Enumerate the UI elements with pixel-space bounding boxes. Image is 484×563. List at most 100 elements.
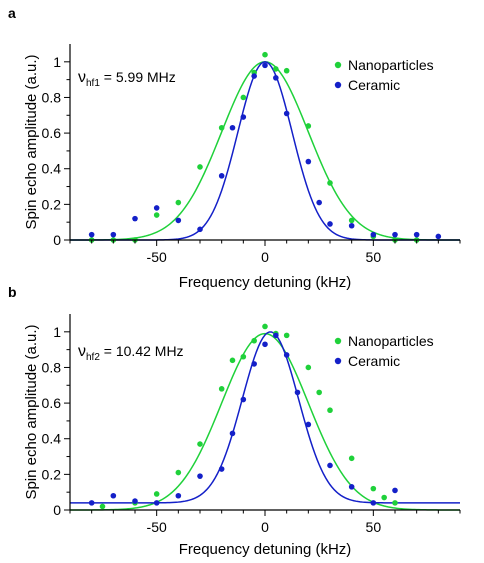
panel-b-point-nanoparticles-14 (327, 407, 333, 414)
panel-b-point-ceramic-8 (240, 396, 247, 403)
panel-b-point-ceramic-6 (218, 466, 225, 472)
panel-b-point-nanoparticles-7 (240, 353, 247, 360)
panel-b-point-ceramic-0 (88, 500, 95, 506)
panel-a-point-nanoparticles-4 (175, 199, 182, 206)
panel-b-y-tick-label-0: 0 (53, 502, 61, 518)
panel-a-point-ceramic-2 (132, 215, 138, 222)
panel-b-point-nanoparticles-5 (218, 386, 225, 392)
panel-b-legend-label-nanoparticles: Nanoparticles (348, 333, 434, 349)
panel-a-point-nanoparticles-11 (283, 67, 290, 74)
panel-b-legend-label-ceramic: Ceramic (348, 353, 400, 369)
panel-b-point-ceramic-5 (197, 473, 203, 479)
panel-b-legend-marker-ceramic (334, 357, 342, 365)
panel-a-point-ceramic-1 (110, 231, 117, 238)
panel-a-y-tick-label-1: 1 (53, 54, 61, 70)
panel-a-legend-marker-ceramic (334, 81, 342, 89)
panel-b-point-ceramic-11 (273, 332, 279, 339)
panel-a-point-ceramic-20 (435, 233, 442, 240)
panel-b-point-nanoparticles-4 (197, 441, 203, 447)
panel-a-point-ceramic-11 (273, 75, 279, 81)
panel-a-point-nanoparticles-5 (197, 164, 203, 170)
panel-b-legend-marker-nanoparticles (334, 337, 342, 345)
panel-a-x-tick-label-50: 50 (366, 249, 382, 265)
panel-a-point-nanoparticles-6 (218, 124, 225, 131)
panel-a-point-ceramic-3 (153, 205, 160, 211)
panel-a-point-nanoparticles-10 (273, 66, 279, 72)
panel-a-point-ceramic-9 (251, 73, 257, 79)
panel-b-point-nanoparticles-8 (251, 337, 257, 344)
panel-a-point-nanoparticles-13 (327, 180, 333, 186)
panel-a-legend-label-nanoparticles: Nanoparticles (348, 57, 434, 73)
panel-b-point-ceramic-4 (175, 492, 182, 499)
panel-a-point-ceramic-7 (229, 124, 236, 131)
panel-a-point-ceramic-14 (316, 199, 322, 206)
panel-a-point-ceramic-4 (175, 217, 182, 224)
panel-a-point-nanoparticles-9 (262, 51, 268, 58)
panel-b-x-tick-label-0: 0 (261, 519, 269, 535)
panel-a-point-ceramic-10 (262, 62, 268, 69)
panel-a-point-ceramic-0 (88, 231, 95, 238)
panel-a-y-tick-label-0_2: 0.2 (42, 196, 62, 212)
panel-b-x-tick-label--50: -50 (147, 519, 167, 535)
panel-a-y-axis-label: Spin echo amplitude (a.u.) (23, 54, 40, 229)
panel-b-annotation: νhf2 = 10.42 MHz (78, 343, 184, 363)
panel-b-point-nanoparticles-16 (370, 485, 377, 492)
panel-a-point-nanoparticles-14 (348, 217, 355, 224)
panel-b-annotation-symbol: ν (78, 343, 86, 360)
panel-a-point-ceramic-13 (305, 158, 312, 165)
panel-a-point-ceramic-12 (283, 110, 290, 117)
panel-b-point-ceramic-17 (370, 500, 377, 506)
panel-b-y-tick-label-0_4: 0.4 (42, 431, 62, 447)
panel-a-point-ceramic-16 (348, 222, 355, 229)
panel-a-point-nanoparticles-3 (153, 212, 160, 218)
panel-a-annotation-symbol: ν (78, 69, 86, 86)
panel-b-point-ceramic-3 (153, 500, 160, 506)
panel-b-point-nanoparticles-13 (316, 389, 322, 396)
panel-b-point-nanoparticles-6 (229, 357, 236, 364)
panel-a-point-ceramic-6 (218, 173, 225, 179)
panel-a-point-ceramic-17 (370, 231, 377, 238)
panel-a-legend-label-ceramic: Ceramic (348, 77, 400, 93)
panel-a-point-ceramic-19 (413, 231, 420, 238)
panel-b-point-nanoparticles-0 (99, 503, 106, 510)
panel-a-y-tick-label-0_8: 0.8 (42, 89, 62, 105)
panel-a-annotation-value: = 5.99 MHz (100, 69, 176, 85)
panel-b-y-tick-label-0_6: 0.6 (42, 395, 62, 411)
panel-b-point-ceramic-16 (348, 484, 355, 490)
panel-b-point-nanoparticles-3 (175, 469, 182, 476)
panel-a-fit-curve-ceramic (70, 61, 460, 241)
panel-b-point-ceramic-18 (392, 487, 398, 494)
panel-b-y-axis-label: Spin echo amplitude (a.u.) (23, 324, 40, 499)
panel-a-annotation: νhf1 = 5.99 MHz (78, 69, 176, 89)
panel-a-x-axis-label: Frequency detuning (kHz) (179, 274, 352, 291)
panel-b-point-ceramic-15 (327, 462, 333, 469)
panel-b-point-ceramic-14 (305, 421, 312, 428)
panel-a-annotation-subscript: hf1 (86, 78, 100, 89)
panel-a-y-tick-label-0: 0 (53, 232, 61, 248)
panel-b-letter: b (8, 284, 17, 300)
panel-b-point-ceramic-9 (251, 361, 257, 367)
panel-b-point-nanoparticles-9 (262, 323, 268, 330)
panel-b-annotation-subscript: hf2 (86, 352, 100, 363)
panel-b-x-tick-label-50: 50 (366, 519, 382, 535)
panel-a-point-ceramic-15 (327, 221, 333, 227)
panel-b-point-nanoparticles-15 (348, 455, 355, 462)
panel-b-point-nanoparticles-12 (305, 364, 312, 371)
panel-b-point-nanoparticles-18 (392, 500, 398, 506)
panel-b-point-ceramic-12 (283, 352, 290, 358)
panel-a-y-tick-label-0_6: 0.6 (42, 125, 62, 141)
panel-a-point-ceramic-8 (240, 114, 247, 120)
panel-a-point-ceramic-18 (392, 231, 398, 238)
panel-a-x-tick-label--50: -50 (147, 249, 167, 265)
panel-b-point-nanoparticles-2 (153, 491, 160, 497)
panel-b-y-tick-label-0_8: 0.8 (42, 359, 62, 375)
panel-b-y-tick-label-0_2: 0.2 (42, 466, 62, 482)
panel-b-fit-curve-nanoparticles (70, 332, 460, 511)
panel-b-point-ceramic-2 (132, 498, 138, 504)
panel-a-point-nanoparticles-12 (305, 123, 312, 129)
panel-a-point-nanoparticles-7 (240, 94, 247, 101)
panel-b-annotation-value: = 10.42 MHz (100, 343, 184, 359)
panel-b-y-tick-label-1: 1 (53, 324, 61, 340)
panel-b-x-axis-label: Frequency detuning (kHz) (179, 541, 352, 558)
